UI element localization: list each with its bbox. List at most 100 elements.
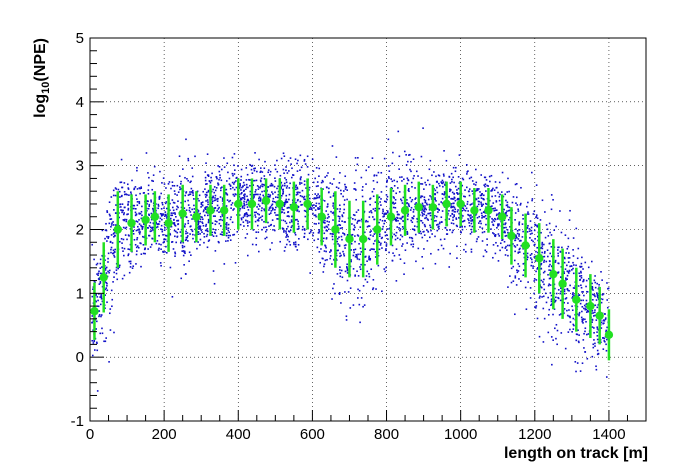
scatter-point: [233, 181, 236, 184]
scatter-point: [560, 266, 563, 268]
scatter-point: [273, 225, 275, 227]
scatter-point: [471, 216, 473, 218]
scatter-point: [354, 235, 356, 237]
scatter-point: [338, 220, 340, 222]
scatter-point: [533, 256, 536, 258]
scatter-point: [342, 212, 345, 214]
scatter-point: [294, 241, 297, 243]
scatter-point: [453, 215, 456, 218]
scatter-point: [216, 198, 218, 200]
scatter-point: [549, 252, 552, 255]
scatter-point: [429, 214, 432, 217]
scatter-point: [514, 246, 517, 248]
scatter-point: [564, 234, 567, 236]
scatter-point: [177, 191, 180, 193]
scatter-point: [405, 202, 408, 205]
scatter-point: [393, 203, 395, 205]
scatter-point: [242, 221, 245, 223]
scatter-point: [115, 266, 118, 269]
scatter-point: [399, 176, 401, 179]
scatter-point: [303, 180, 306, 182]
scatter-point: [579, 370, 582, 372]
scatter-point: [109, 308, 112, 310]
scatter-point: [241, 207, 244, 209]
scatter-point: [498, 181, 501, 184]
scatter-point: [594, 281, 597, 284]
profile-series: [90, 178, 614, 361]
scatter-point: [423, 207, 426, 209]
scatter-point: [226, 199, 229, 201]
scatter-point: [296, 199, 299, 202]
scatter-point: [476, 205, 479, 208]
scatter-point: [452, 198, 455, 200]
scatter-point: [521, 236, 524, 238]
scatter-point: [414, 203, 416, 206]
profile-point: [192, 212, 201, 221]
scatter-point: [373, 218, 376, 221]
scatter-point: [138, 200, 141, 203]
scatter-point: [151, 227, 153, 230]
scatter-point: [387, 138, 390, 141]
scatter-point: [584, 308, 587, 310]
scatter-point: [201, 231, 203, 233]
scatter-point: [593, 311, 596, 314]
profile-point: [234, 199, 243, 209]
scatter-point: [253, 193, 256, 196]
scatter-point: [345, 266, 348, 268]
scatter-point: [267, 186, 269, 188]
scatter-point: [159, 217, 162, 220]
scatter-point: [317, 238, 319, 240]
scatter-point: [150, 243, 153, 246]
scatter-point: [227, 171, 229, 174]
scatter-point: [449, 229, 451, 231]
scatter-point: [232, 193, 235, 196]
scatter-point: [337, 187, 340, 190]
scatter-point: [165, 214, 167, 217]
scatter-point: [225, 234, 228, 237]
scatter-point: [554, 287, 556, 290]
scatter-point: [392, 196, 395, 198]
scatter-point: [324, 259, 327, 262]
scatter-point: [187, 194, 190, 196]
scatter-point: [490, 174, 493, 177]
scatter-point: [363, 231, 366, 234]
scatter-point: [158, 195, 161, 198]
scatter-point: [606, 282, 608, 284]
scatter-point: [109, 241, 112, 244]
scatter-point: [569, 209, 571, 212]
scatter-point: [318, 251, 321, 253]
scatter-point: [297, 198, 299, 201]
scatter-point: [444, 226, 447, 229]
scatter-point: [429, 159, 432, 162]
scatter-point: [219, 218, 222, 221]
scatter-point: [165, 217, 168, 219]
scatter-point: [411, 198, 414, 201]
scatter-point: [423, 209, 426, 211]
scatter-point: [475, 240, 478, 243]
scatter-point: [475, 168, 477, 171]
scatter-point: [313, 214, 316, 217]
scatter-point: [396, 226, 399, 228]
scatter-point: [423, 234, 426, 236]
scatter-point: [381, 290, 383, 293]
scatter-point: [406, 230, 409, 233]
scatter-point: [499, 249, 501, 252]
scatter-point: [171, 214, 174, 217]
scatter-point: [338, 245, 341, 247]
scatter-point: [283, 182, 286, 185]
scatter-point: [353, 182, 356, 184]
scatter-point: [402, 215, 404, 218]
scatter-point: [506, 210, 508, 212]
scatter-point: [427, 198, 430, 201]
scatter-point: [98, 315, 100, 318]
x-tick-label: 1000: [444, 426, 477, 443]
scatter-point: [125, 226, 128, 229]
scatter-point: [579, 266, 582, 268]
scatter-point: [324, 219, 326, 222]
scatter-point: [517, 263, 520, 265]
scatter-point: [492, 244, 495, 246]
scatter-point: [164, 227, 166, 229]
scatter-point: [576, 362, 579, 364]
scatter-point: [406, 242, 408, 244]
scatter-point: [211, 222, 214, 225]
